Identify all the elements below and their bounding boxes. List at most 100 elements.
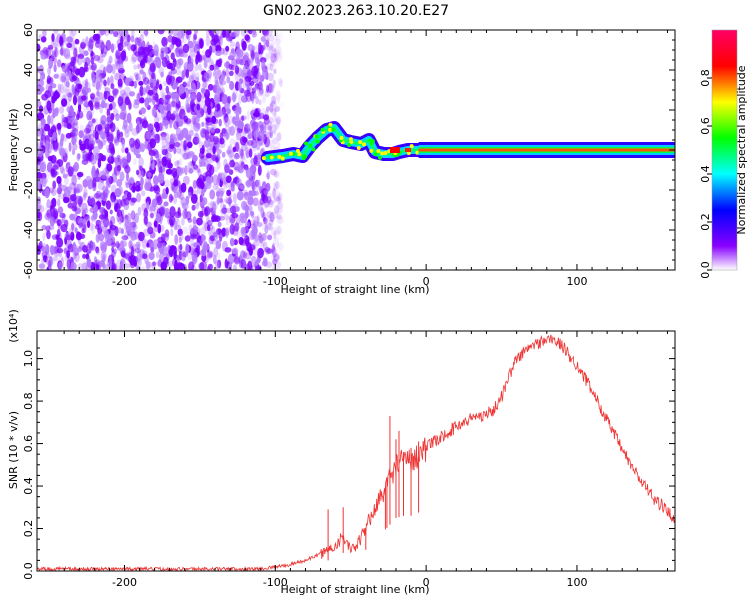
- noise-speckle: [76, 217, 83, 224]
- noise-speckle: [37, 203, 41, 212]
- noise-speckle: [220, 208, 227, 215]
- noise-speckle: [225, 132, 229, 141]
- noise-speckle: [205, 120, 213, 126]
- noise-speckle: [57, 198, 61, 207]
- noise-speckle: [265, 106, 270, 112]
- noise-speckle: [37, 146, 44, 158]
- noise-speckle: [56, 59, 62, 68]
- noise-speckle: [183, 140, 188, 151]
- noise-speckle: [272, 246, 277, 258]
- noise-speckle: [124, 96, 130, 106]
- noise-speckle: [140, 30, 144, 37]
- noise-speckle: [130, 226, 135, 238]
- noise-speckle: [271, 242, 276, 252]
- noise-speckle: [110, 113, 115, 121]
- noise-speckle: [97, 140, 104, 150]
- noise-speckle: [180, 167, 186, 174]
- noise-speckle: [210, 127, 216, 133]
- noise-speckle: [77, 53, 85, 60]
- noise-speckle: [245, 221, 250, 227]
- noise-speckle: [226, 189, 232, 196]
- noise-speckle: [128, 240, 133, 249]
- noise-speckle: [273, 205, 280, 215]
- noise-speckle: [186, 141, 193, 149]
- noise-speckle: [197, 200, 204, 207]
- noise-speckle: [135, 153, 141, 159]
- noise-speckle: [59, 218, 64, 225]
- noise-speckle: [94, 259, 101, 268]
- noise-speckle: [123, 119, 128, 129]
- noise-speckle: [110, 242, 117, 248]
- noise-speckle: [272, 263, 276, 270]
- noise-speckle: [257, 87, 264, 97]
- noise-speckle: [128, 176, 135, 184]
- noise-speckle: [208, 30, 212, 34]
- noise-speckle: [56, 247, 64, 254]
- noise-speckle: [207, 252, 212, 261]
- noise-speckle: [49, 187, 54, 194]
- noise-speckle: [82, 194, 87, 201]
- noise-speckle: [261, 181, 267, 190]
- noise-speckle: [267, 137, 272, 149]
- noise-speckle: [204, 130, 210, 141]
- noise-speckle: [216, 196, 220, 205]
- noise-speckle: [45, 140, 50, 151]
- noise-speckle: [251, 121, 259, 131]
- noise-speckle: [57, 83, 62, 93]
- noise-speckle: [112, 88, 117, 97]
- noise-speckle: [50, 114, 54, 126]
- noise-speckle: [72, 127, 79, 137]
- noise-speckle: [196, 245, 201, 252]
- noise-speckle: [73, 200, 78, 211]
- noise-speckle: [97, 226, 103, 235]
- noise-speckle: [174, 48, 180, 56]
- noise-speckle: [149, 212, 154, 219]
- noise-speckle: [205, 35, 211, 47]
- noise-speckle: [119, 73, 126, 80]
- noise-speckle: [182, 34, 187, 44]
- noise-speckle: [221, 70, 226, 81]
- noise-speckle: [80, 95, 87, 101]
- noise-speckle: [43, 123, 51, 132]
- noise-speckle: [267, 72, 274, 82]
- noise-speckle: [126, 172, 129, 181]
- noise-speckle: [143, 46, 150, 57]
- noise-speckle: [66, 250, 70, 259]
- noise-speckle: [236, 177, 242, 189]
- y-tick-label: 0.8: [22, 392, 35, 410]
- noise-speckle: [81, 262, 88, 270]
- y-axis-label: SNR (10 * v/v): [7, 411, 20, 489]
- noise-speckle: [196, 217, 203, 226]
- noise-speckle: [116, 208, 122, 218]
- noise-speckle: [78, 130, 84, 139]
- noise-speckle: [198, 63, 202, 71]
- noise-speckle: [264, 189, 269, 196]
- signal-speckle: [328, 122, 333, 127]
- signal-speckle: [280, 156, 285, 161]
- noise-speckle: [262, 257, 268, 264]
- noise-speckle: [276, 216, 283, 224]
- noise-speckle: [258, 236, 264, 242]
- noise-speckle: [190, 160, 195, 167]
- noise-speckle: [38, 263, 46, 270]
- noise-speckle: [109, 96, 115, 102]
- noise-speckle: [218, 231, 222, 239]
- noise-speckle: [151, 159, 155, 171]
- signal-speckle: [373, 152, 378, 157]
- noise-speckle: [184, 207, 188, 218]
- noise-speckle: [217, 59, 222, 68]
- noise-speckle: [239, 148, 244, 157]
- noise-speckle: [228, 70, 234, 77]
- noise-speckle: [244, 205, 250, 212]
- noise-speckle: [44, 188, 50, 199]
- noise-speckle: [47, 143, 52, 154]
- noise-speckle: [275, 202, 283, 214]
- noise-speckle: [235, 56, 240, 65]
- noise-speckle: [109, 43, 117, 51]
- chart-title: GN02.2023.263.10.20.E27: [263, 3, 449, 19]
- noise-speckle: [139, 34, 145, 42]
- noise-speckle: [59, 76, 67, 83]
- noise-speckle: [262, 114, 270, 120]
- noise-speckle: [199, 261, 205, 270]
- noise-speckle: [107, 76, 110, 86]
